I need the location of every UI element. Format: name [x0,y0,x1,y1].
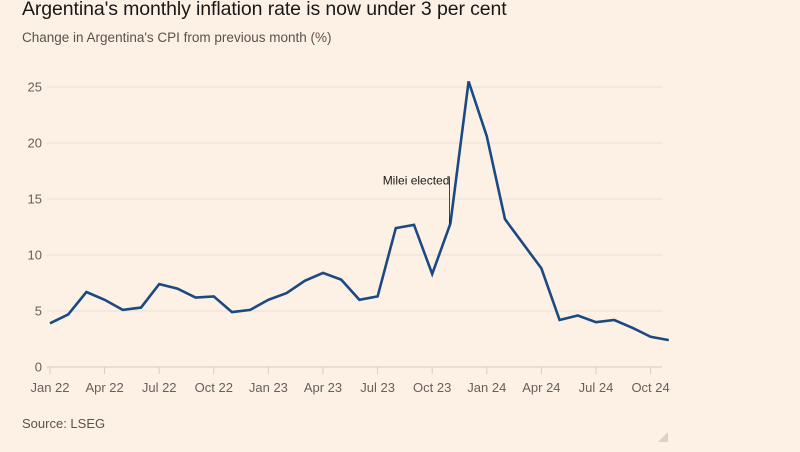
x-tick-label: Jul 22 [142,380,177,395]
resize-handle-icon[interactable] [658,432,668,442]
x-tick-label: Jul 23 [360,380,395,395]
x-tick-label: Jan 24 [467,380,506,395]
y-tick-label: 10 [28,248,42,263]
x-tick-label: Jul 24 [579,380,614,395]
y-tick-label: 15 [28,192,42,207]
y-tick-label: 25 [28,80,42,95]
x-tick-label: Apr 22 [85,380,123,395]
x-tick-label: Apr 24 [522,380,560,395]
source-note: Source: LSEG [22,416,106,431]
series-line [49,80,670,342]
x-tick-label: Oct 22 [195,380,233,395]
y-tick-label: 0 [35,360,42,375]
series-group [49,80,670,342]
chart-title: Argentina's monthly inflation rate is no… [22,0,507,20]
chart-subtitle: Change in Argentina's CPI from previous … [22,30,332,45]
y-tick-label: 20 [28,136,42,151]
gridlines [47,86,662,312]
x-tick-label: Apr 23 [304,380,342,395]
x-tick-label: Jan 23 [249,380,288,395]
annotation-label: Milei elected [383,173,450,187]
x-tick-label: Jan 22 [30,380,69,395]
x-tick-label: Oct 23 [413,380,451,395]
y-tick-label: 5 [35,304,42,319]
annotation-group: Milei elected [383,173,450,224]
y-axis-ticks: 0 5 10 15 20 25 [28,80,42,375]
x-tick-label: Oct 24 [631,380,669,395]
x-axis: Jan 22 Apr 22 Jul 22 Oct 22 Jan 23 Apr 23 Jul … [30,366,670,395]
